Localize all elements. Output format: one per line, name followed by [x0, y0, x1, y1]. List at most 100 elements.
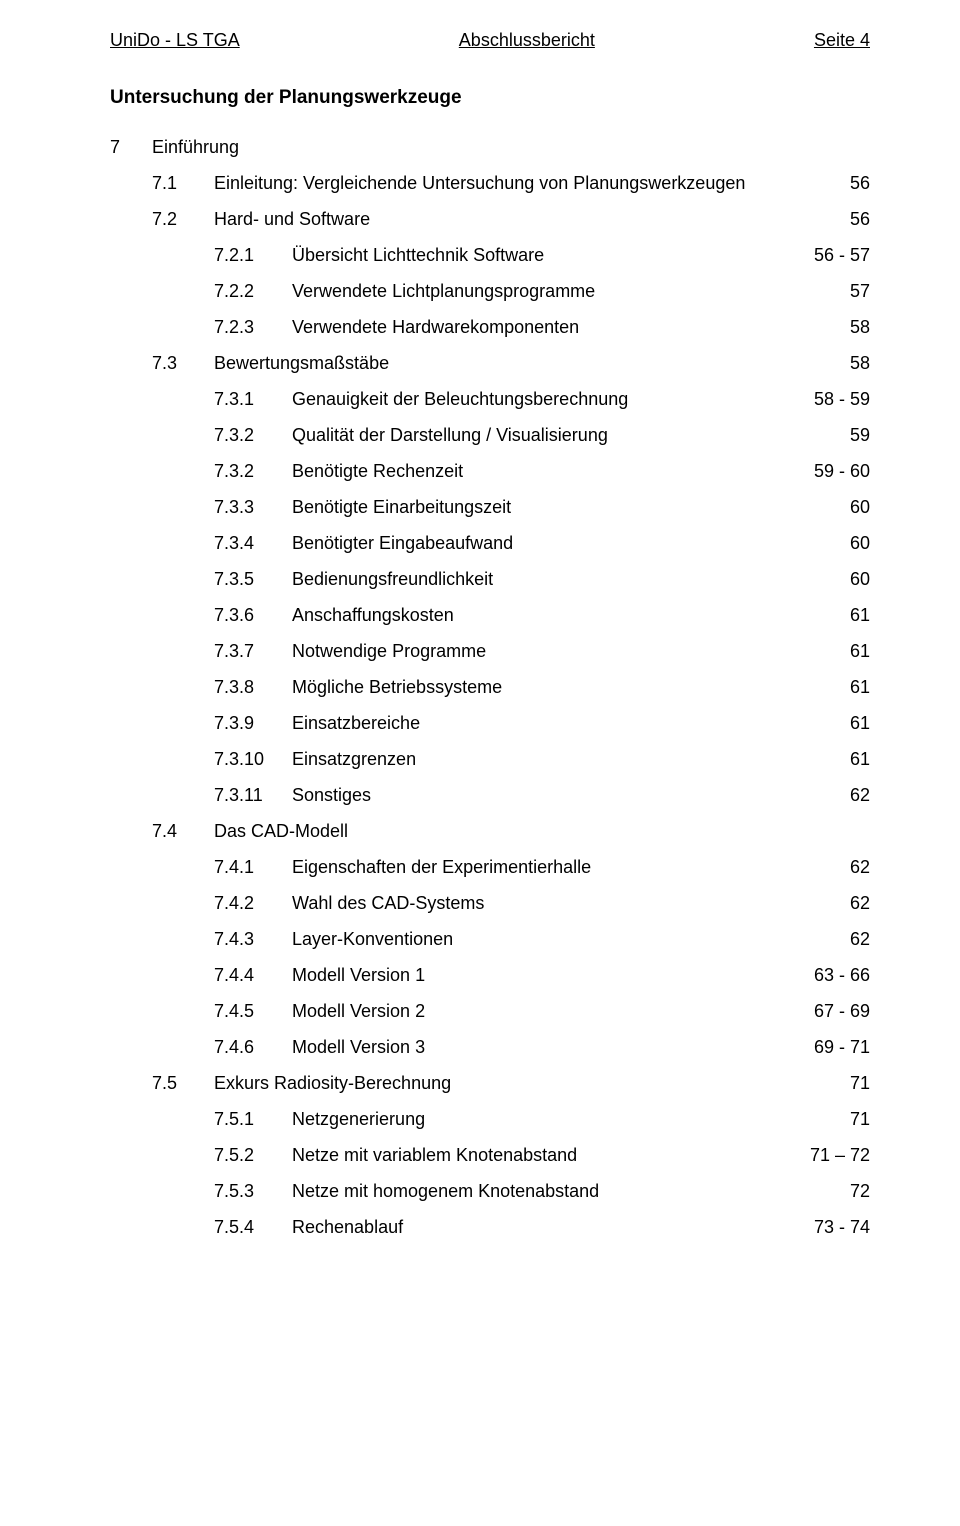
toc-row: 7.4.6Modell Version 369 - 71 [110, 1029, 870, 1065]
toc-page: 57 [790, 278, 870, 305]
toc-text: Mögliche Betriebssysteme [292, 674, 790, 701]
toc-number: 7.4.5 [214, 998, 292, 1025]
toc-number: 7.4.2 [214, 890, 292, 917]
toc-page: 58 [790, 314, 870, 341]
toc-text: Anschaffungskosten [292, 602, 790, 629]
toc-number: 7.5.3 [214, 1178, 292, 1205]
toc-text: Hard- und Software [214, 206, 790, 233]
toc-number: 7.3.10 [214, 746, 292, 773]
toc-text: Bedienungsfreundlichkeit [292, 566, 790, 593]
toc-row: 7.5.2Netze mit variablem Knotenabstand71… [110, 1137, 870, 1173]
toc-text: Benötigte Einarbeitungszeit [292, 494, 790, 521]
toc-number: 7.3.5 [214, 566, 292, 593]
toc-row: 7.3.9Einsatzbereiche61 [110, 705, 870, 741]
toc-row: 7.3.8Mögliche Betriebssysteme61 [110, 669, 870, 705]
toc-text: Qualität der Darstellung / Visualisierun… [292, 422, 790, 449]
toc-row: 7.5.4Rechenablauf73 - 74 [110, 1209, 870, 1245]
toc-text: Einführung [152, 134, 790, 161]
toc-text: Verwendete Lichtplanungsprogramme [292, 278, 790, 305]
toc-page: 59 - 60 [790, 458, 870, 485]
toc-page: 62 [790, 926, 870, 953]
toc-row: 7.3.6Anschaffungskosten61 [110, 597, 870, 633]
toc-text: Benötigter Eingabeaufwand [292, 530, 790, 557]
toc-page: 73 - 74 [790, 1214, 870, 1241]
toc-number: 7.3.3 [214, 494, 292, 521]
toc-row: 7.4Das CAD-Modell [110, 813, 870, 849]
section-title: Untersuchung der Planungswerkzeuge [110, 87, 870, 109]
page-header: UniDo - LS TGA Abschlussbericht Seite 4 [110, 30, 870, 51]
page: UniDo - LS TGA Abschlussbericht Seite 4 … [0, 0, 960, 1526]
toc-page: 56 [790, 170, 870, 197]
toc-row: 7.4.5Modell Version 267 - 69 [110, 993, 870, 1029]
toc-text: Einsatzbereiche [292, 710, 790, 737]
toc-page: 60 [790, 494, 870, 521]
toc-text: Wahl des CAD-Systems [292, 890, 790, 917]
toc-page: 67 - 69 [790, 998, 870, 1025]
toc-row: 7.3.1Genauigkeit der Beleuchtungsberechn… [110, 381, 870, 417]
toc: 7Einführung 7.1Einleitung: Vergleichende … [110, 129, 870, 1245]
toc-page: 61 [790, 710, 870, 737]
toc-page: 61 [790, 602, 870, 629]
toc-text: Netze mit homogenem Knotenabstand [292, 1178, 790, 1205]
toc-page: 58 - 59 [790, 386, 870, 413]
toc-number: 7.3.1 [214, 386, 292, 413]
toc-text: Übersicht Lichttechnik Software [292, 242, 790, 269]
toc-text: Eigenschaften der Experimentierhalle [292, 854, 790, 881]
toc-number: 7.3.7 [214, 638, 292, 665]
toc-text: Rechenablauf [292, 1214, 790, 1241]
toc-page: 71 [790, 1070, 870, 1097]
toc-text: Notwendige Programme [292, 638, 790, 665]
toc-page: 63 - 66 [790, 962, 870, 989]
toc-page: 59 [790, 422, 870, 449]
header-right: Seite 4 [814, 30, 870, 51]
toc-text: Das CAD-Modell [214, 818, 790, 845]
toc-number: 7 [110, 134, 152, 161]
toc-text: Netze mit variablem Knotenabstand [292, 1142, 790, 1169]
toc-number: 7.2 [152, 206, 214, 233]
toc-number: 7.1 [152, 170, 214, 197]
toc-row: 7.2.1Übersicht Lichttechnik Software56 -… [110, 237, 870, 273]
toc-row: 7.3.5Bedienungsfreundlichkeit60 [110, 561, 870, 597]
toc-row: 7.1Einleitung: Vergleichende Untersuchun… [110, 165, 870, 201]
toc-text: Bewertungsmaßstäbe [214, 350, 790, 377]
toc-page: 58 [790, 350, 870, 377]
toc-row: 7.2.3Verwendete Hardwarekomponenten58 [110, 309, 870, 345]
toc-text: Benötigte Rechenzeit [292, 458, 790, 485]
toc-page: 61 [790, 638, 870, 665]
toc-text: Einleitung: Vergleichende Untersuchung v… [214, 170, 790, 197]
toc-number: 7.5.1 [214, 1106, 292, 1133]
toc-number: 7.3.2 [214, 458, 292, 485]
toc-row: 7.3.4Benötigter Eingabeaufwand60 [110, 525, 870, 561]
toc-page: 71 – 72 [790, 1142, 870, 1169]
toc-row: 7.4.1Eigenschaften der Experimentierhall… [110, 849, 870, 885]
toc-text: Modell Version 1 [292, 962, 790, 989]
toc-row: 7.3.2Qualität der Darstellung / Visualis… [110, 417, 870, 453]
toc-text: Verwendete Hardwarekomponenten [292, 314, 790, 341]
toc-row: 7.5.3Netze mit homogenem Knotenabstand72 [110, 1173, 870, 1209]
toc-number: 7.4 [152, 818, 214, 845]
toc-row: 7.4.4Modell Version 163 - 66 [110, 957, 870, 993]
toc-page: 62 [790, 890, 870, 917]
toc-page: 60 [790, 530, 870, 557]
toc-text: Sonstiges [292, 782, 790, 809]
toc-number: 7.2.3 [214, 314, 292, 341]
toc-row: 7.4.3Layer-Konventionen62 [110, 921, 870, 957]
toc-text: Exkurs Radiosity-Berechnung [214, 1070, 790, 1097]
toc-number: 7.2.2 [214, 278, 292, 305]
toc-row: 7.2.2Verwendete Lichtplanungsprogramme57 [110, 273, 870, 309]
toc-row: 7.5Exkurs Radiosity-Berechnung71 [110, 1065, 870, 1101]
toc-row: 7.5.1Netzgenerierung71 [110, 1101, 870, 1137]
toc-row: 7.4.2Wahl des CAD-Systems62 [110, 885, 870, 921]
toc-text: Netzgenerierung [292, 1106, 790, 1133]
toc-page: 62 [790, 782, 870, 809]
toc-page: 62 [790, 854, 870, 881]
toc-number: 7.5.2 [214, 1142, 292, 1169]
toc-number: 7.4.3 [214, 926, 292, 953]
toc-number: 7.4.6 [214, 1034, 292, 1061]
toc-text: Modell Version 3 [292, 1034, 790, 1061]
toc-row: 7.3.2Benötigte Rechenzeit59 - 60 [110, 453, 870, 489]
toc-number: 7.3.9 [214, 710, 292, 737]
toc-row: 7.3Bewertungsmaßstäbe58 [110, 345, 870, 381]
toc-number: 7.5 [152, 1070, 214, 1097]
toc-number: 7.5.4 [214, 1214, 292, 1241]
